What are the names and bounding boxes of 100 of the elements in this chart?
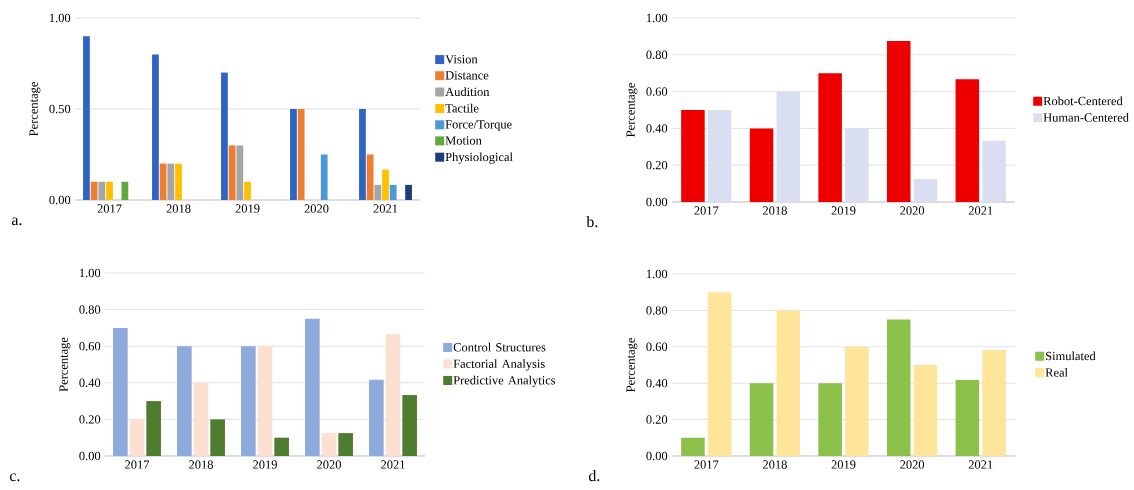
bar <box>146 401 161 456</box>
bar <box>913 364 938 456</box>
bar <box>338 433 353 456</box>
y-tick-label: 0.60 <box>646 87 668 96</box>
bar <box>405 184 412 200</box>
bar <box>297 108 305 200</box>
y-tick-label: 0.50 <box>49 104 71 114</box>
legend-label: Control Structures <box>453 342 546 352</box>
y-tick-label: 0.80 <box>646 50 668 60</box>
bar <box>305 318 320 456</box>
x-tick-label: 2018 <box>166 204 191 213</box>
bar <box>749 383 774 456</box>
bar <box>818 383 842 456</box>
y-tick-label: 1.00 <box>646 13 668 23</box>
x-tick-label: 2017 <box>97 204 122 213</box>
bar <box>159 163 167 200</box>
legend-label: Tactile <box>445 103 479 113</box>
bar <box>366 154 374 200</box>
bar <box>374 184 382 200</box>
bar <box>257 346 273 456</box>
y-axis-title: Percentage <box>626 338 638 392</box>
bar <box>982 349 1006 456</box>
bar <box>152 54 159 200</box>
bar <box>290 108 297 200</box>
bar <box>402 395 417 456</box>
bar <box>886 40 911 202</box>
bar <box>359 108 366 200</box>
x-tick-label: 2020 <box>900 460 925 469</box>
legend-label: Human-Centered <box>1043 112 1129 122</box>
y-tick-label: 0.40 <box>79 378 101 388</box>
y-tick-label: 0.40 <box>646 378 668 388</box>
x-tick-label: 2018 <box>763 206 787 215</box>
legend-label: Audition <box>445 87 490 97</box>
y-tick-label: 0.20 <box>646 160 668 170</box>
x-tick-label: 2018 <box>189 460 213 469</box>
text: a. <box>11 217 22 226</box>
y-axis-title: Percentage <box>29 82 41 136</box>
bar <box>389 184 397 200</box>
x-tick-label: 2019 <box>831 460 856 469</box>
y-tick-label: 0.40 <box>646 124 668 133</box>
x-tick-label: 2017 <box>694 460 719 469</box>
x-tick-label: 2021 <box>968 206 993 215</box>
text: c. <box>9 473 20 482</box>
x-tick-label: 2020 <box>317 460 341 469</box>
bar <box>707 109 732 202</box>
legend-label: Predictive Analytics <box>453 375 556 388</box>
bar <box>776 91 801 202</box>
bar <box>113 327 128 456</box>
bar <box>681 109 705 202</box>
x-tick-label: 2021 <box>968 460 993 469</box>
y-tick-label: 1.00 <box>49 13 71 23</box>
bar <box>382 169 389 200</box>
bar <box>175 163 182 200</box>
y-tick-label: 0.80 <box>79 305 101 314</box>
x-tick-label: 2019 <box>253 460 277 469</box>
bar <box>320 154 328 200</box>
legend-label: Distance <box>445 71 489 80</box>
bar <box>193 382 209 456</box>
bar <box>385 333 401 456</box>
bar <box>106 181 113 200</box>
bar <box>129 419 145 456</box>
bar <box>241 346 256 456</box>
bar <box>83 36 90 200</box>
bar <box>167 163 175 200</box>
bar <box>982 140 1006 202</box>
bar <box>913 178 938 202</box>
y-tick-label: 0.00 <box>646 197 668 207</box>
bar <box>707 292 732 456</box>
x-tick-label: 2017 <box>125 460 150 469</box>
bar <box>210 419 225 456</box>
x-tick-label: 2020 <box>304 204 329 213</box>
y-tick-label: 0.60 <box>79 341 101 351</box>
legend-label: Motion <box>445 136 482 145</box>
x-tick-label: 2019 <box>235 204 260 213</box>
x-tick-label: 2017 <box>694 206 719 215</box>
text: d. <box>588 469 600 482</box>
bar <box>274 437 289 456</box>
text: b. <box>586 215 598 228</box>
y-tick-label: 0.20 <box>79 415 101 424</box>
bar <box>845 346 869 456</box>
bar <box>845 128 869 202</box>
x-tick-label: 2021 <box>373 204 398 213</box>
y-tick-label: 0.00 <box>79 451 101 461</box>
bar <box>236 145 244 200</box>
bar <box>321 433 337 456</box>
y-tick-label: 0.00 <box>49 195 71 205</box>
legend-label: Real <box>1045 367 1068 377</box>
legend-label: Physiological <box>445 152 513 164</box>
bar <box>681 437 705 456</box>
bar <box>369 379 384 456</box>
bar <box>776 310 801 456</box>
x-tick-label: 2020 <box>900 206 925 215</box>
bar <box>955 79 980 202</box>
y-tick-label: 1.00 <box>646 269 668 279</box>
legend-label: Factorial Analysis <box>453 359 545 371</box>
y-axis-title: Percentage <box>59 337 71 392</box>
bar <box>228 145 236 200</box>
x-tick-label: 2019 <box>831 206 856 215</box>
bar <box>955 380 980 456</box>
bar <box>886 319 911 456</box>
